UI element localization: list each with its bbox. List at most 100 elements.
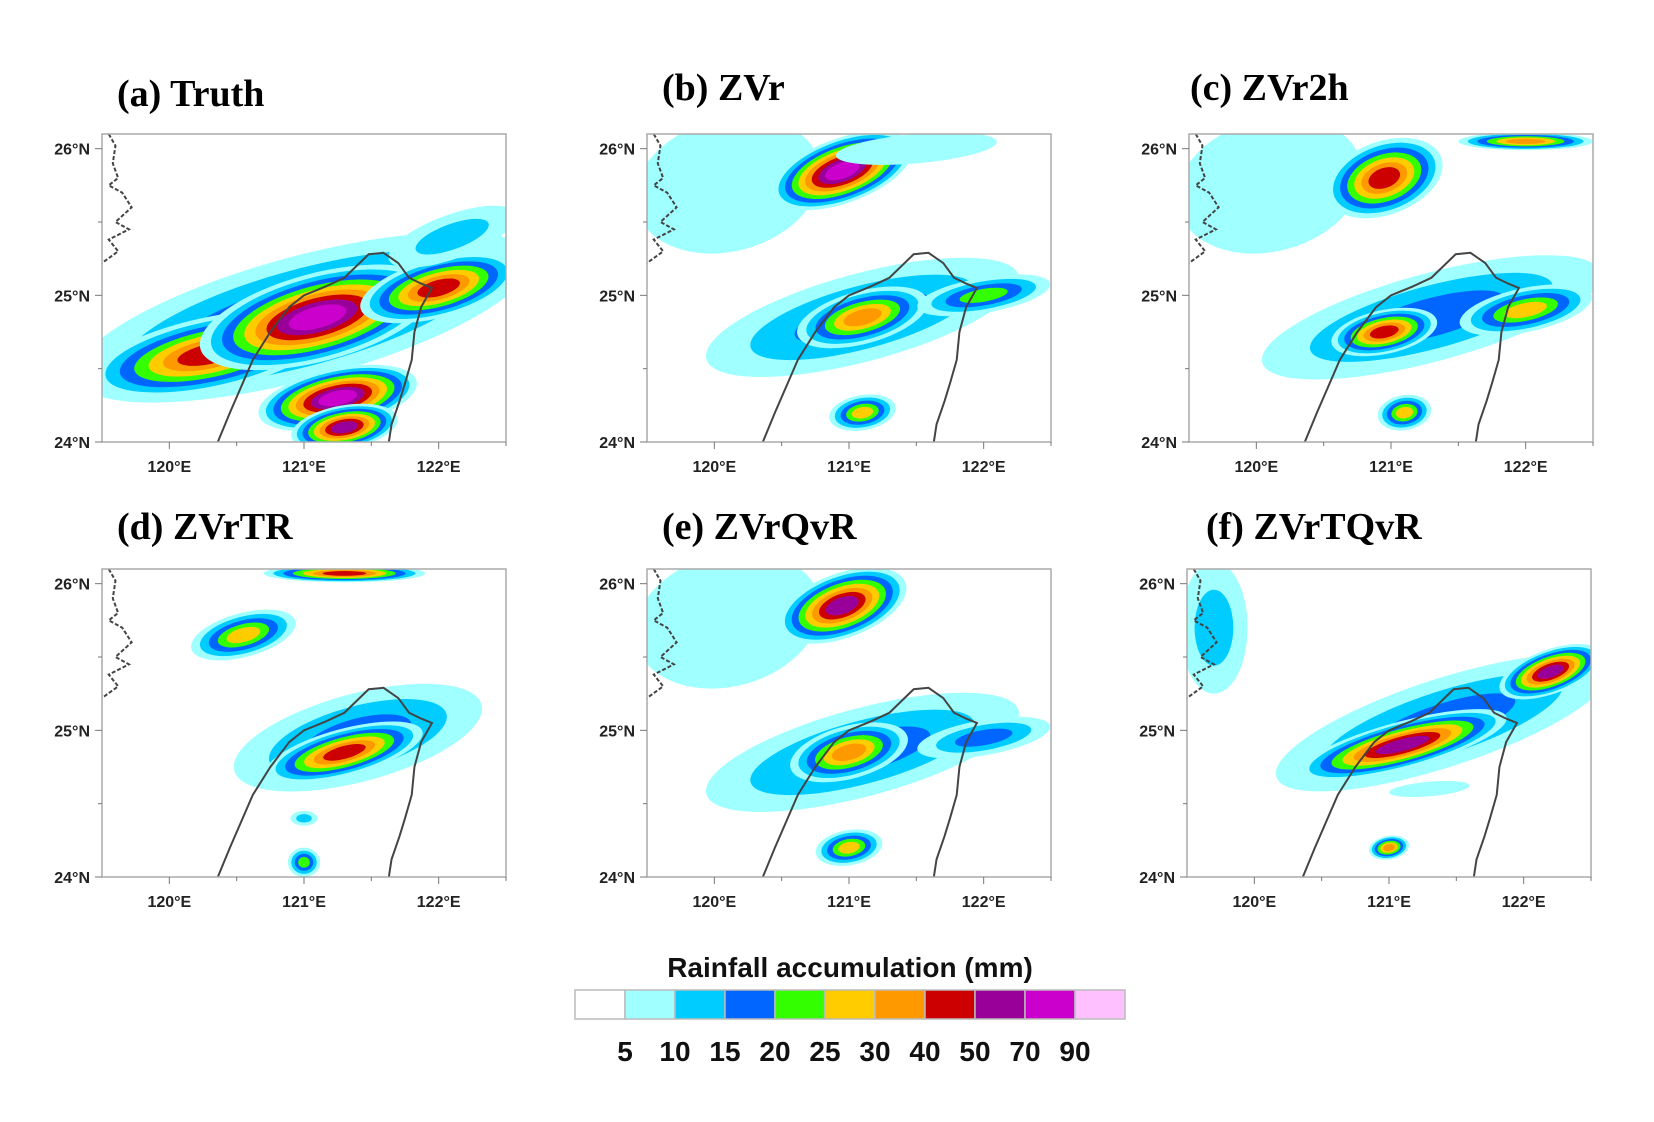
- rainfall-contour: [1506, 138, 1546, 144]
- rainfall-contour: [825, 595, 859, 616]
- rainfall-contour: [1389, 780, 1470, 798]
- china-coastline: [1189, 134, 1220, 264]
- colorbar-level-label: 30: [859, 1036, 891, 1067]
- colorbar-swatch: [974, 989, 1026, 1020]
- rainfall-contour: [1537, 664, 1564, 679]
- lon-tick-label: 121°E: [282, 894, 326, 911]
- colorbar-swatch: [774, 989, 826, 1020]
- map-panel: 24°N 25°N 26°N 120°E 121°E 122°E: [599, 568, 1052, 911]
- rainfall-contour: [288, 304, 347, 331]
- colorbar-title: Rainfall accumulation (mm): [667, 952, 1033, 983]
- china-coastline: [1187, 569, 1218, 699]
- panel-title: (f) ZVrTQvR: [1206, 506, 1422, 548]
- taiwan-coastline: [761, 251, 979, 442]
- rainfall-contour: [298, 857, 310, 868]
- lon-tick-label: 122°E: [962, 894, 1006, 911]
- rainfall-contour: [1189, 134, 1363, 254]
- rainfall-field: [1189, 134, 1593, 442]
- rainfall-contour: [1383, 844, 1395, 852]
- lon-tick-label: 122°E: [962, 459, 1006, 476]
- lat-tick-label: 25°N: [54, 723, 90, 740]
- rainfall-contour: [226, 626, 261, 644]
- rainfall-contour: [1368, 167, 1401, 189]
- lon-tick-label: 122°E: [1504, 459, 1548, 476]
- rainfall-contour: [417, 278, 460, 298]
- lat-tick-label: 25°N: [1141, 288, 1177, 305]
- panel-title: (a) Truth: [117, 73, 265, 115]
- lat-tick-label: 25°N: [54, 288, 90, 305]
- colorbar-swatch: [924, 989, 976, 1020]
- rainfall-contour: [1375, 735, 1430, 755]
- colorbar-swatch: [1074, 989, 1126, 1020]
- rainfall-contour: [647, 134, 821, 254]
- rainfall-contour: [1194, 589, 1234, 666]
- lat-tick-label: 26°N: [54, 577, 90, 594]
- colorbar-swatch: [624, 989, 676, 1020]
- rainfall-contour: [1504, 301, 1547, 319]
- colorbar-swatch: [1024, 989, 1076, 1020]
- taiwan-coastline: [216, 686, 434, 877]
- panel-title: (c) ZVr2h: [1190, 67, 1349, 109]
- lon-tick-label: 121°E: [827, 459, 871, 476]
- china-coastline: [102, 134, 133, 264]
- rainfall-contour: [322, 571, 367, 576]
- map-panel: 24°N 25°N 26°N 120°E 121°E 122°E: [1139, 568, 1592, 911]
- colorbar-swatch: [874, 989, 926, 1020]
- lat-tick-label: 26°N: [1141, 142, 1177, 159]
- lon-tick-label: 120°E: [692, 459, 736, 476]
- china-coastline: [647, 134, 678, 264]
- lat-tick-label: 24°N: [599, 870, 635, 887]
- colorbar-swatch: [824, 989, 876, 1020]
- lon-tick-label: 120°E: [147, 459, 191, 476]
- rainfall-contour: [296, 814, 312, 823]
- china-coastline: [102, 569, 133, 699]
- colorbar-swatch: [724, 989, 776, 1020]
- colorbar-level-label: 90: [1059, 1036, 1091, 1067]
- rainfall-field: [647, 134, 1051, 442]
- lon-tick-label: 122°E: [1502, 894, 1546, 911]
- rainfall-contour: [851, 406, 874, 419]
- colorbar: [574, 989, 1126, 1020]
- rainfall-contour: [415, 218, 489, 255]
- lon-tick-label: 122°E: [417, 894, 461, 911]
- colorbar-level-label: 25: [809, 1036, 841, 1067]
- colorbar-level-label: 5: [617, 1036, 633, 1067]
- rainfall-contour: [843, 308, 882, 327]
- lat-tick-label: 25°N: [599, 288, 635, 305]
- map-panel: 24°N 25°N 26°N 120°E 121°E 122°E: [54, 133, 507, 476]
- colorbar-level-label: 20: [759, 1036, 791, 1067]
- rainfall-field: [102, 569, 482, 877]
- taiwan-coastline: [1303, 251, 1521, 442]
- rainfall-contour: [330, 421, 359, 434]
- rainfall-field: [102, 134, 506, 442]
- lat-tick-label: 25°N: [599, 723, 635, 740]
- colorbar-swatch: [674, 989, 726, 1020]
- rainfall-contour: [1395, 406, 1414, 419]
- rainfall-contour: [323, 743, 366, 761]
- rainfall-field: [1187, 569, 1591, 877]
- colorbar-level-label: 10: [659, 1036, 691, 1067]
- rainfall-contour: [831, 743, 867, 762]
- taiwan-coastline: [216, 251, 434, 442]
- colorbar-level-label: 15: [709, 1036, 741, 1067]
- panel-title: (b) ZVr: [662, 67, 785, 109]
- panel-title: (e) ZVrQvR: [662, 506, 857, 548]
- map-panel: 24°N 25°N 26°N 120°E 121°E 122°E: [54, 568, 507, 911]
- rainfall-contour: [647, 569, 821, 689]
- lat-tick-label: 24°N: [54, 435, 90, 452]
- rainfall-contour: [835, 134, 997, 165]
- colorbar-level-label: 50: [959, 1036, 991, 1067]
- lon-tick-label: 121°E: [1367, 894, 1411, 911]
- lon-tick-label: 122°E: [417, 459, 461, 476]
- rainfall-field: [647, 569, 1051, 877]
- taiwan-coastline: [1301, 686, 1519, 877]
- rainfall-contour: [838, 841, 860, 854]
- rainfall-contour: [954, 728, 1013, 747]
- lon-tick-label: 120°E: [1234, 459, 1278, 476]
- lat-tick-label: 24°N: [54, 870, 90, 887]
- lat-tick-label: 26°N: [1139, 577, 1175, 594]
- lon-tick-label: 120°E: [692, 894, 736, 911]
- map-panel: 24°N 25°N 26°N 120°E 121°E 122°E: [1141, 133, 1594, 476]
- rainfall-contour: [825, 161, 860, 181]
- lon-tick-label: 120°E: [1232, 894, 1276, 911]
